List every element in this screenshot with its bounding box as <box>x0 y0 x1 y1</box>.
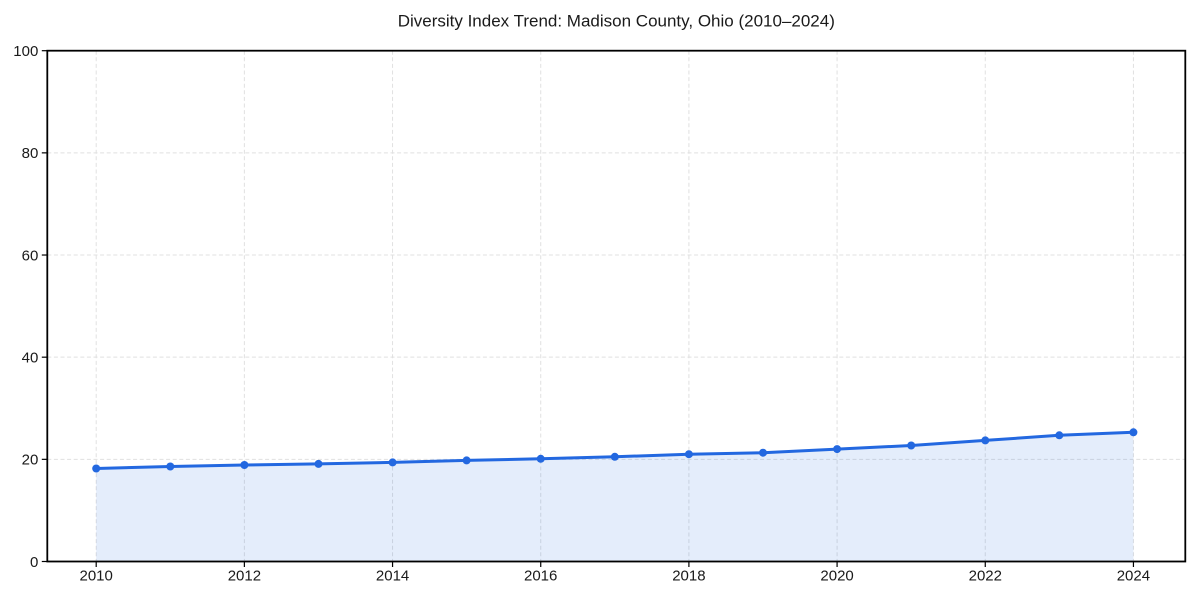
x-tick-label-2018: 2018 <box>672 568 705 585</box>
data-point-2020 <box>833 445 842 454</box>
x-tick-label-2014: 2014 <box>376 568 409 585</box>
x-tick-label-2020: 2020 <box>820 568 853 585</box>
area-fill <box>96 432 1134 562</box>
data-point-2018 <box>684 450 693 459</box>
data-point-2019 <box>759 448 767 457</box>
y-tick-label-60: 60 <box>22 247 39 264</box>
data-point-2017 <box>610 452 619 461</box>
y-tick-label-40: 40 <box>22 350 39 367</box>
data-point-2016 <box>536 454 545 463</box>
data-point-2014 <box>388 458 397 467</box>
y-tick-label-80: 80 <box>22 145 39 162</box>
data-point-2023 <box>1055 431 1064 440</box>
data-point-2022 <box>981 436 990 445</box>
data-point-2012 <box>240 461 249 469</box>
chart-title: Diversity Index Trend: Madison County, O… <box>398 12 835 31</box>
x-tick-label-2012: 2012 <box>228 568 261 585</box>
x-tick-label-2024: 2024 <box>1117 568 1150 585</box>
data-point-2010 <box>92 464 101 473</box>
x-tick-label-2010: 2010 <box>80 568 113 585</box>
x-tick-label-2022: 2022 <box>969 568 1002 585</box>
data-point-2021 <box>907 441 916 450</box>
data-point-2011 <box>166 462 175 471</box>
data-point-2015 <box>462 456 471 465</box>
y-tick-label-0: 0 <box>30 554 38 571</box>
plot-area: 2010 2012 2014 2016 2018 2020 2022 2024 0 20 40 60 8… <box>13 43 1187 585</box>
y-tick-label-20: 20 <box>22 452 39 469</box>
plot-border <box>46 49 1187 563</box>
data-point-2013 <box>314 459 323 468</box>
data-point-2024 <box>1129 428 1138 437</box>
y-tick-label-100: 100 <box>13 43 38 60</box>
x-tick-label-2016: 2016 <box>524 568 557 585</box>
